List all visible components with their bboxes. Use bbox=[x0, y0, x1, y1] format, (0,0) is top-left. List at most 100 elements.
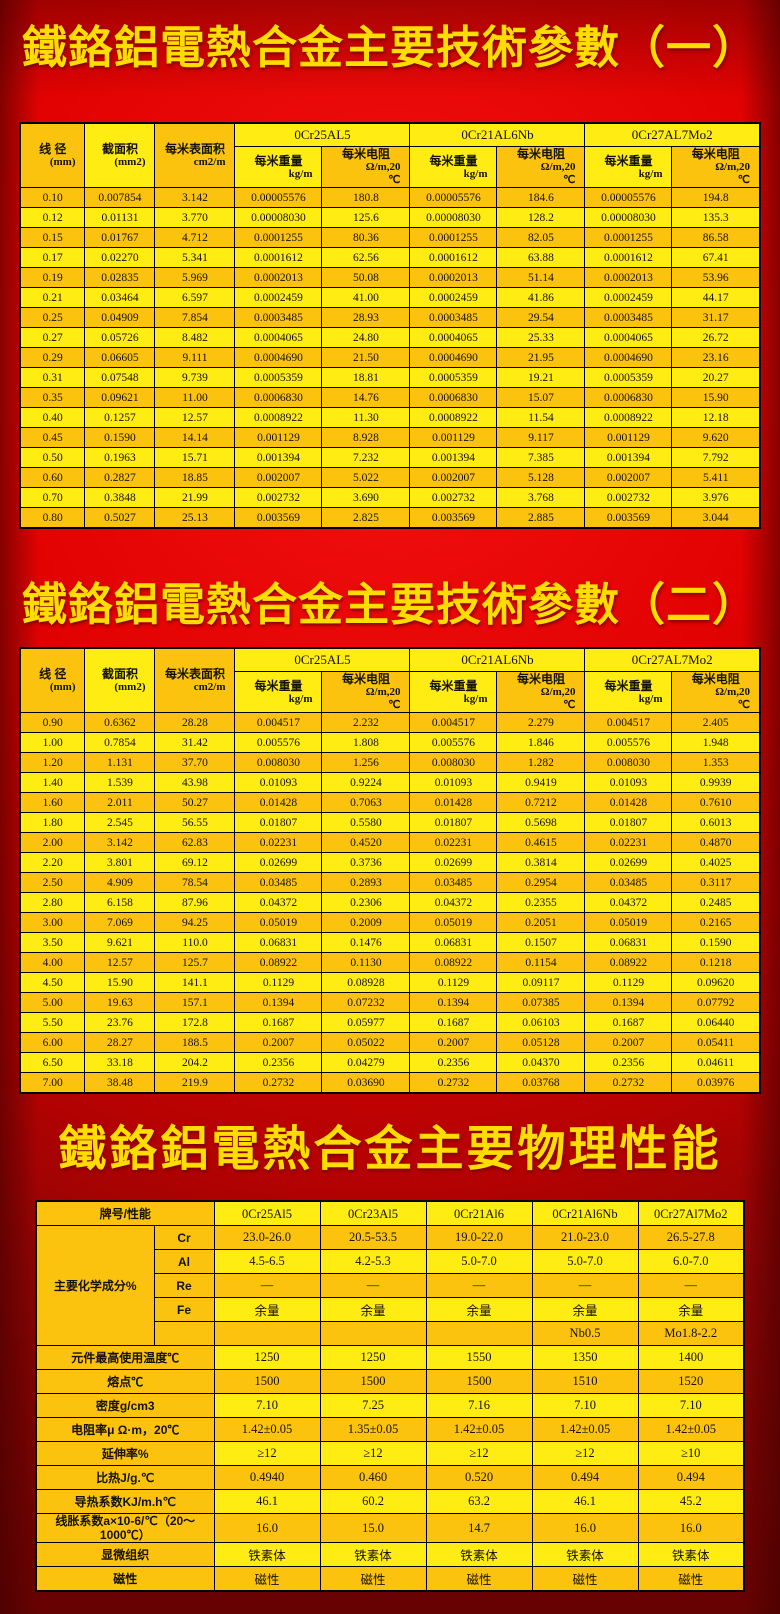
table-cell: 0.05022 bbox=[321, 1032, 411, 1053]
table-cell: 16.0 bbox=[213, 1513, 321, 1543]
table-row: 0.29 0.06605 9.111 0.0004690 21.50 0.0004690 2… bbox=[19, 347, 761, 368]
table-cell: 每米电阻 Ω/m,20 ℃ bbox=[321, 671, 411, 713]
table-cell: 1.42±0.05 bbox=[425, 1417, 533, 1442]
table-row: 0.25 0.04909 7.854 0.0003485 28.93 0.0003485 2… bbox=[19, 307, 761, 328]
table-cell: 0.06831 bbox=[234, 932, 323, 953]
table-cell: 截面积 (mm2) bbox=[84, 647, 156, 713]
property-row: 磁性 磁性 磁性 磁性 磁性 磁性 bbox=[35, 1566, 745, 1592]
table-cell: 1250 bbox=[213, 1345, 321, 1370]
table-cell: 0.09621 bbox=[84, 387, 156, 408]
table-cell: 110.0 bbox=[154, 932, 236, 953]
table-cell: 4.712 bbox=[154, 227, 236, 248]
table-cell: 0.2007 bbox=[234, 1032, 323, 1053]
table-cell: 0.003569 bbox=[584, 507, 673, 529]
table-row: 2.50 4.909 78.54 0.03485 0.2893 0.03485 0.2954… bbox=[19, 872, 761, 893]
table-cell: 50.08 bbox=[321, 267, 411, 288]
table-cell: 1500 bbox=[213, 1369, 321, 1394]
table-cell: 1.80 bbox=[19, 812, 86, 833]
table-cell: 82.05 bbox=[496, 227, 586, 248]
chemistry-group-label: 主要化学成分% bbox=[35, 1225, 155, 1346]
property-label: 导热系数KJ/m.h℃ bbox=[35, 1489, 215, 1514]
table-cell: 3.044 bbox=[671, 507, 761, 529]
table-cell: 铁素体 bbox=[637, 1542, 745, 1567]
table-cell: 5.341 bbox=[154, 247, 236, 268]
table-cell: 0.05128 bbox=[496, 1032, 586, 1053]
table-cell: 每米重量 kg/m bbox=[234, 671, 323, 713]
table-cell: 0.0002459 bbox=[584, 287, 673, 308]
table-cell: 33.18 bbox=[84, 1052, 156, 1073]
table-cell: 5.128 bbox=[496, 467, 586, 488]
property-row: 熔点℃ 1500 1500 1500 1510 1520 bbox=[35, 1369, 745, 1394]
table-cell: 7.16 bbox=[425, 1393, 533, 1418]
table-row: 0.21 0.03464 6.597 0.0002459 41.00 0.0002459 4… bbox=[19, 287, 761, 308]
table-cell: — bbox=[637, 1273, 745, 1298]
table-cell: 0.520 bbox=[425, 1465, 533, 1490]
table-cell: 0.460 bbox=[319, 1465, 427, 1490]
table-cell: 0.06440 bbox=[671, 1012, 761, 1033]
table-row: 6.50 33.18 204.2 0.2356 0.04279 0.2356 0.04370… bbox=[19, 1052, 761, 1073]
table-cell: 0.08928 bbox=[321, 972, 411, 993]
table-cell: 0.0004065 bbox=[409, 327, 498, 348]
table-cell: 14.76 bbox=[321, 387, 411, 408]
table-cell: 0.00008030 bbox=[584, 207, 673, 228]
table-cell: 0.0001612 bbox=[584, 247, 673, 268]
table-cell: 0.003569 bbox=[409, 507, 498, 529]
table-cell: 每米重量 kg/m bbox=[234, 146, 323, 188]
element-label: Re bbox=[153, 1273, 215, 1298]
table-row: 0.45 0.1590 14.14 0.001129 8.928 0.001129 9.11… bbox=[19, 427, 761, 448]
table-row: 1.60 2.011 50.27 0.01428 0.7063 0.01428 0.7212… bbox=[19, 792, 761, 813]
chemistry-row: Al 4.5-6.5 4.2-5.3 5.0-7.0 5.0-7.0 6.0-7.0 bbox=[36, 1249, 745, 1274]
property-row: 导热系数KJ/m.h℃ 46.1 60.2 63.2 46.1 45.2 bbox=[35, 1489, 745, 1514]
table-cell: 12.57 bbox=[84, 952, 156, 973]
table-cell: ≥12 bbox=[425, 1441, 533, 1466]
table-cell: 6.00 bbox=[19, 1032, 86, 1053]
table-cell: 0.02231 bbox=[584, 832, 673, 853]
table-cell: 41.00 bbox=[321, 287, 411, 308]
table-cell: 0.1687 bbox=[409, 1012, 498, 1033]
section-title-tech-params-2: 鐵鉻鋁電熱合金主要技術參數（二） bbox=[21, 578, 758, 631]
alloy-column-header: 0Cr25Al5 bbox=[213, 1200, 321, 1226]
alloy-column-header: 0Cr27Al7Mo2 bbox=[637, 1200, 745, 1226]
table-cell: 135.3 bbox=[671, 207, 761, 228]
table-cell: 0.4025 bbox=[671, 852, 761, 873]
table-cell: 60.2 bbox=[319, 1489, 427, 1514]
table-row: 3.00 7.069 94.25 0.05019 0.2009 0.05019 0.2051… bbox=[19, 912, 761, 933]
table-cell: 0.1963 bbox=[84, 447, 156, 468]
table-cell: 0.45 bbox=[19, 427, 86, 448]
table-cell: 1.256 bbox=[321, 752, 411, 773]
table-cell: 0.06831 bbox=[409, 932, 498, 953]
table-cell: 1.00 bbox=[19, 732, 86, 753]
table-cell: 0.004517 bbox=[584, 712, 673, 733]
table-cell: 7.854 bbox=[154, 307, 236, 328]
table-row: 2.00 3.142 62.83 0.02231 0.4520 0.02231 0.4615… bbox=[19, 832, 761, 853]
table-cell: 62.83 bbox=[154, 832, 236, 853]
table-cell: 0.1129 bbox=[584, 972, 673, 993]
table-cell: 0.19 bbox=[19, 267, 86, 288]
table-cell: 0.2732 bbox=[234, 1072, 323, 1094]
table-cell: 1.131 bbox=[84, 752, 156, 773]
table-cell: 0.09620 bbox=[671, 972, 761, 993]
table-cell: 2.80 bbox=[19, 892, 86, 913]
table-cell: 5.969 bbox=[154, 267, 236, 288]
table-cell: 7.232 bbox=[321, 447, 411, 468]
table-cell: 0.7063 bbox=[321, 792, 411, 813]
table-cell: 0.0003485 bbox=[409, 307, 498, 328]
table-cell: 19.63 bbox=[84, 992, 156, 1013]
table-cell: 62.56 bbox=[321, 247, 411, 268]
table-cell: 0.4940 bbox=[213, 1465, 321, 1490]
table-cell: 磁性 bbox=[531, 1566, 639, 1592]
table-cell: 每米电阻 Ω/m,20 ℃ bbox=[321, 146, 411, 188]
property-row: 显微组织 铁素体 铁素体 铁素体 铁素体 铁素体 bbox=[35, 1542, 745, 1567]
table-cell: 0.27 bbox=[19, 327, 86, 348]
property-label: 元件最高使用温度℃ bbox=[35, 1345, 215, 1370]
alloy-column-header: 0Cr27AL7Mo2 bbox=[584, 647, 761, 672]
table-cell: 2.545 bbox=[84, 812, 156, 833]
table-cell: 3.142 bbox=[84, 832, 156, 853]
table-cell: 0.003569 bbox=[234, 507, 323, 529]
table-cell: 0.04372 bbox=[409, 892, 498, 913]
table-cell: 0.04279 bbox=[321, 1052, 411, 1073]
table-cell: 每米电阻 Ω/m,20 ℃ bbox=[671, 146, 761, 188]
table-cell: 每米重量 kg/m bbox=[584, 146, 673, 188]
table-cell: 0.06605 bbox=[84, 347, 156, 368]
